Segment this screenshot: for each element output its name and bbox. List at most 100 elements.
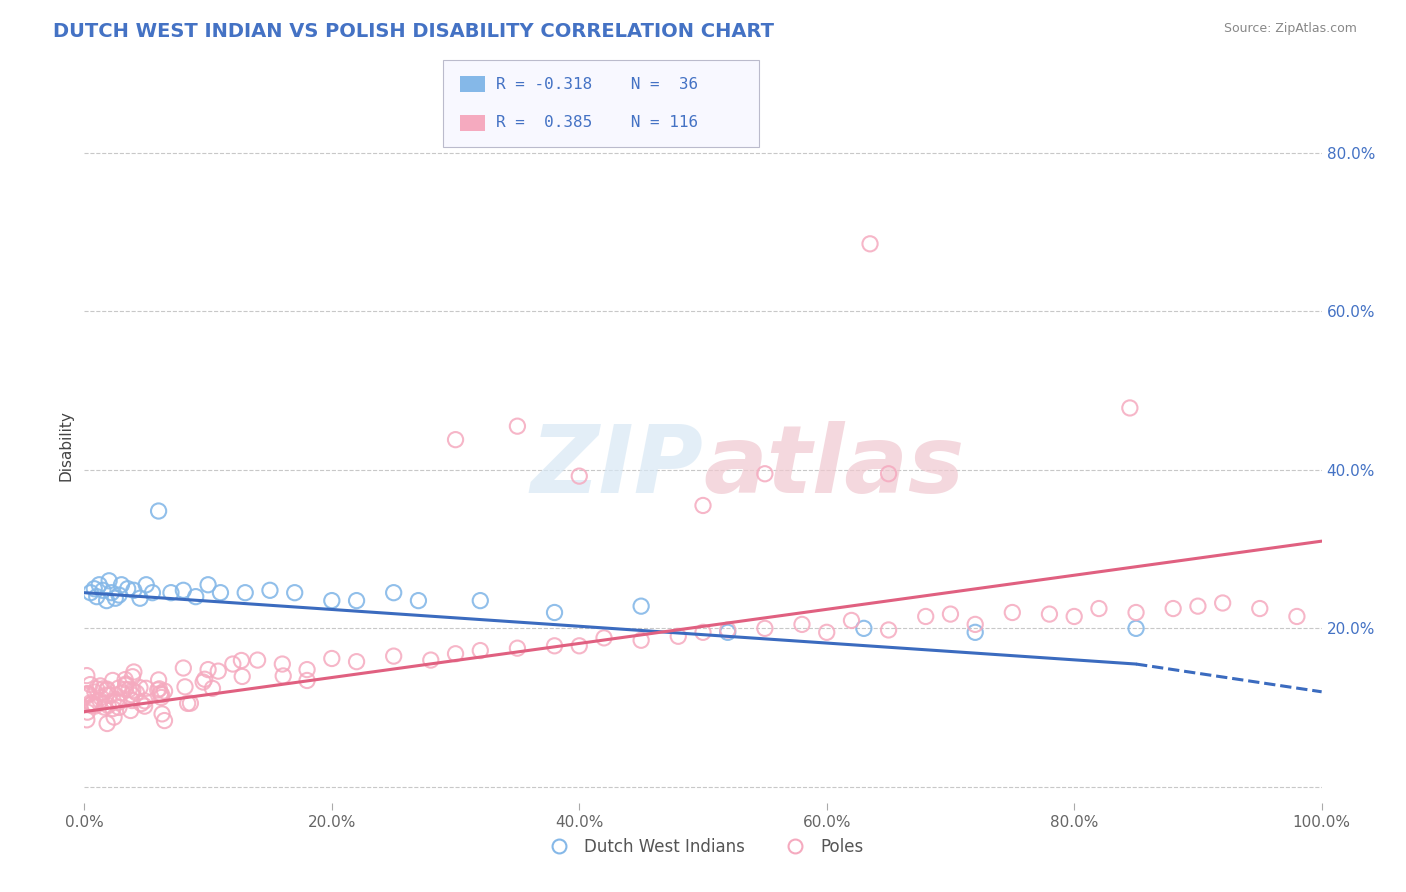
Point: [76, 687, 98, 701]
Point: [150, 688, 173, 702]
Point: [96, 682, 118, 697]
Point: [1063, 609, 1085, 624]
Point: [176, 697, 198, 711]
Point: [79, 585, 101, 599]
Point: [89, 679, 111, 693]
Point: [194, 672, 217, 686]
Point: [231, 653, 253, 667]
Point: [98, 574, 121, 588]
Point: [105, 692, 128, 706]
Point: [543, 639, 565, 653]
Point: [841, 614, 863, 628]
Point: [110, 578, 132, 592]
Point: [408, 593, 430, 607]
Point: [444, 433, 467, 447]
Point: [153, 684, 176, 698]
Point: [717, 623, 740, 637]
Point: [89, 694, 111, 708]
Point: [321, 593, 343, 607]
Point: [965, 625, 987, 640]
Point: [191, 675, 214, 690]
Point: [444, 647, 467, 661]
Point: [96, 683, 118, 698]
Point: [98, 689, 121, 703]
Point: [101, 673, 124, 688]
Point: [593, 631, 616, 645]
Point: [76, 668, 98, 682]
Point: [179, 696, 201, 710]
Point: [96, 593, 118, 607]
Point: [174, 680, 197, 694]
Point: [83, 685, 105, 699]
Point: [222, 657, 245, 671]
Point: [939, 607, 962, 621]
Point: [1212, 596, 1234, 610]
Point: [146, 683, 169, 698]
Point: [201, 681, 224, 696]
Point: [271, 669, 294, 683]
Point: [346, 593, 368, 607]
Point: [96, 716, 118, 731]
Point: [1249, 601, 1271, 615]
Point: [83, 582, 105, 596]
Point: [321, 651, 343, 665]
Point: [184, 590, 207, 604]
Point: [122, 683, 145, 698]
Point: [118, 682, 141, 697]
Point: [97, 698, 120, 713]
Point: [246, 653, 269, 667]
Point: [121, 670, 143, 684]
Point: [114, 673, 136, 687]
Point: [382, 585, 405, 599]
Point: [148, 673, 170, 687]
Point: [76, 705, 98, 719]
Point: [115, 677, 138, 691]
Point: [470, 593, 492, 607]
Point: [135, 681, 157, 696]
Text: atlas: atlas: [703, 421, 965, 514]
Point: [965, 617, 987, 632]
Point: [89, 578, 111, 592]
Text: Source: ZipAtlas.com: Source: ZipAtlas.com: [1223, 22, 1357, 36]
Point: [108, 588, 131, 602]
Point: [148, 681, 170, 696]
Point: [104, 591, 127, 606]
Point: [877, 467, 900, 481]
Point: [79, 677, 101, 691]
Point: [108, 700, 131, 714]
Text: R = -0.318    N =  36: R = -0.318 N = 36: [496, 77, 699, 92]
Point: [134, 699, 156, 714]
Point: [121, 688, 143, 702]
Point: [120, 704, 142, 718]
Point: [470, 643, 492, 657]
Point: [233, 585, 256, 599]
Point: [506, 641, 529, 656]
Point: [114, 682, 136, 697]
Point: [207, 664, 229, 678]
Point: [1001, 606, 1024, 620]
Point: [150, 690, 173, 705]
Point: [83, 698, 105, 712]
Point: [134, 694, 156, 708]
Point: [1125, 621, 1147, 635]
Point: [90, 690, 112, 705]
Point: [284, 585, 307, 599]
Point: [877, 623, 900, 637]
Point: [129, 697, 152, 711]
Point: [1119, 401, 1142, 415]
Text: ZIP: ZIP: [530, 421, 703, 514]
Point: [852, 621, 875, 635]
Point: [76, 689, 98, 703]
Point: [149, 686, 172, 700]
Point: [80, 698, 103, 712]
Point: [86, 681, 108, 696]
Point: [295, 663, 318, 677]
Point: [86, 590, 108, 604]
Point: [346, 655, 368, 669]
Point: [96, 688, 118, 702]
Point: [100, 585, 122, 599]
Point: [141, 585, 163, 599]
Point: [117, 582, 139, 596]
Point: [914, 609, 936, 624]
Point: [790, 617, 813, 632]
